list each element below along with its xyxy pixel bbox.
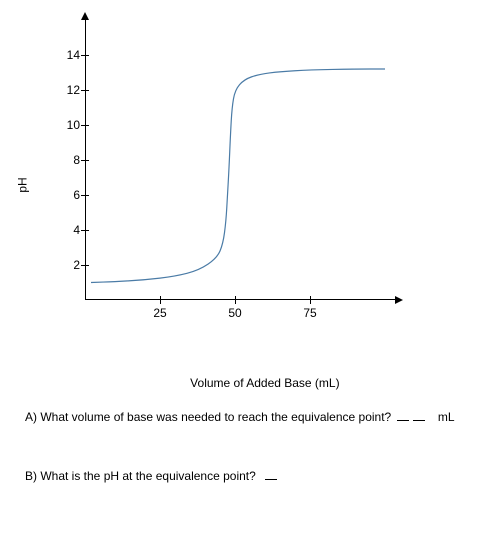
answer-blank-a2 (413, 420, 425, 421)
question-a-text: A) What volume of base was needed to rea… (25, 410, 391, 424)
y-axis-arrow (81, 12, 89, 20)
titration-curve (85, 20, 405, 300)
answer-blank-a1 (397, 420, 409, 421)
question-a-unit: mL (438, 410, 455, 424)
y-tick-label: 14 (65, 48, 80, 62)
question-a: A) What volume of base was needed to rea… (25, 410, 468, 424)
question-b-text: B) What is the pH at the equivalence poi… (25, 469, 256, 483)
answer-blank-b1 (265, 479, 277, 480)
x-tick-label: 50 (228, 306, 241, 320)
questions-block: A) What volume of base was needed to rea… (10, 410, 483, 483)
x-tick-label: 25 (153, 306, 166, 320)
y-tick-label: 12 (65, 83, 80, 97)
y-tick-label: 2 (65, 258, 80, 272)
y-tick-label: 6 (65, 188, 80, 202)
titration-chart: pH 2468101214 255075 Volume of Added Bas… (45, 20, 425, 350)
y-axis-label: pH (16, 177, 30, 192)
y-tick-label: 4 (65, 223, 80, 237)
x-tick-label: 75 (303, 306, 316, 320)
y-tick-label: 10 (65, 118, 80, 132)
question-b: B) What is the pH at the equivalence poi… (25, 469, 468, 483)
x-axis-label: Volume of Added Base (mL) (190, 376, 339, 390)
y-tick-label: 8 (65, 153, 80, 167)
plot-area: 2468101214 255075 (85, 20, 405, 300)
